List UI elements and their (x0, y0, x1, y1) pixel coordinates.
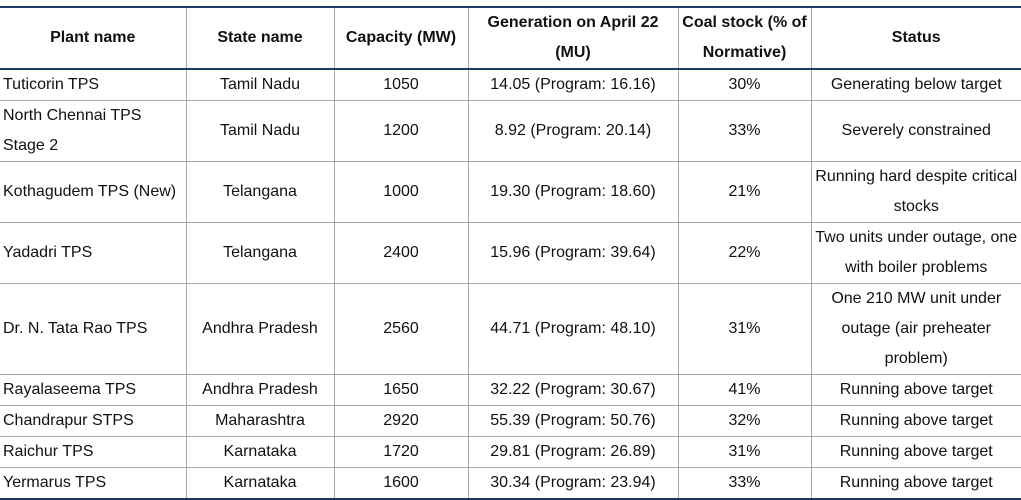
state-name: Karnataka (185, 467, 335, 500)
coal-stock: 31% (677, 436, 812, 468)
header-state-name: State name (185, 6, 335, 70)
table-row: North Chennai TPS Stage 2 Tamil Nadu 120… (0, 100, 1021, 162)
table-row: Raichur TPS Karnataka 1720 29.81 (Progra… (0, 436, 1021, 468)
plant-name: Raichur TPS (0, 436, 187, 468)
generation: 44.71 (Program: 48.10) (467, 283, 679, 375)
coal-stock: 31% (677, 283, 812, 375)
coal-stock: 21% (677, 161, 812, 223)
coal-stock: 33% (677, 100, 812, 162)
status: Severely constrained (810, 100, 1021, 162)
plant-name: Rayalaseema TPS (0, 374, 187, 406)
table-row: Tuticorin TPS Tamil Nadu 1050 14.05 (Pro… (0, 68, 1021, 101)
generation: 32.22 (Program: 30.67) (467, 374, 679, 406)
capacity: 1720 (333, 436, 469, 468)
state-name: Maharashtra (185, 405, 335, 437)
capacity: 1050 (333, 68, 469, 101)
status: Running above target (810, 467, 1021, 500)
coal-stock: 41% (677, 374, 812, 406)
status: Running above target (810, 374, 1021, 406)
coal-stock: 30% (677, 68, 812, 101)
table-row: Dr. N. Tata Rao TPS Andhra Pradesh 2560 … (0, 283, 1021, 375)
generation: 15.96 (Program: 39.64) (467, 222, 679, 284)
plant-name: Tuticorin TPS (0, 68, 187, 101)
plant-name: Yermarus TPS (0, 467, 187, 500)
status: One 210 MW unit under outage (air prehea… (810, 283, 1021, 375)
plant-name: North Chennai TPS Stage 2 (0, 100, 187, 162)
plant-name: Chandrapur STPS (0, 405, 187, 437)
capacity: 2920 (333, 405, 469, 437)
status: Generating below target (810, 68, 1021, 101)
table-row: Yermarus TPS Karnataka 1600 30.34 (Progr… (0, 467, 1021, 500)
capacity: 2560 (333, 283, 469, 375)
status: Running above target (810, 405, 1021, 437)
generation: 30.34 (Program: 23.94) (467, 467, 679, 500)
coal-stock: 32% (677, 405, 812, 437)
table-row: Rayalaseema TPS Andhra Pradesh 1650 32.2… (0, 374, 1021, 406)
coal-stock: 22% (677, 222, 812, 284)
plant-name: Yadadri TPS (0, 222, 187, 284)
header-status: Status (810, 6, 1021, 70)
header-coal-stock: Coal stock (% of Normative) (677, 6, 812, 70)
capacity: 1650 (333, 374, 469, 406)
capacity: 2400 (333, 222, 469, 284)
state-name: Telangana (185, 161, 335, 223)
table-row: Yadadri TPS Telangana 2400 15.96 (Progra… (0, 222, 1021, 284)
generation: 14.05 (Program: 16.16) (467, 68, 679, 101)
capacity: 1000 (333, 161, 469, 223)
generation: 19.30 (Program: 18.60) (467, 161, 679, 223)
plant-name: Kothagudem TPS (New) (0, 161, 187, 223)
generation: 55.39 (Program: 50.76) (467, 405, 679, 437)
generation: 29.81 (Program: 26.89) (467, 436, 679, 468)
status: Running above target (810, 436, 1021, 468)
coal-stock: 33% (677, 467, 812, 500)
generation: 8.92 (Program: 20.14) (467, 100, 679, 162)
header-row: Plant name State name Capacity (MW) Gene… (0, 6, 1021, 70)
header-capacity: Capacity (MW) (333, 6, 469, 70)
table-row: Chandrapur STPS Maharashtra 2920 55.39 (… (0, 405, 1021, 437)
capacity: 1200 (333, 100, 469, 162)
coal-stock-table: Plant name State name Capacity (MW) Gene… (0, 6, 1021, 500)
header-plant-name: Plant name (0, 6, 187, 70)
state-name: Andhra Pradesh (185, 283, 335, 375)
state-name: Tamil Nadu (185, 68, 335, 101)
header-generation: Generation on April 22 (MU) (467, 6, 679, 70)
plant-name: Dr. N. Tata Rao TPS (0, 283, 187, 375)
state-name: Karnataka (185, 436, 335, 468)
state-name: Tamil Nadu (185, 100, 335, 162)
table-row: Kothagudem TPS (New) Telangana 1000 19.3… (0, 161, 1021, 223)
capacity: 1600 (333, 467, 469, 500)
status: Two units under outage, one with boiler … (810, 222, 1021, 284)
status: Running hard despite critical stocks (810, 161, 1021, 223)
state-name: Telangana (185, 222, 335, 284)
state-name: Andhra Pradesh (185, 374, 335, 406)
